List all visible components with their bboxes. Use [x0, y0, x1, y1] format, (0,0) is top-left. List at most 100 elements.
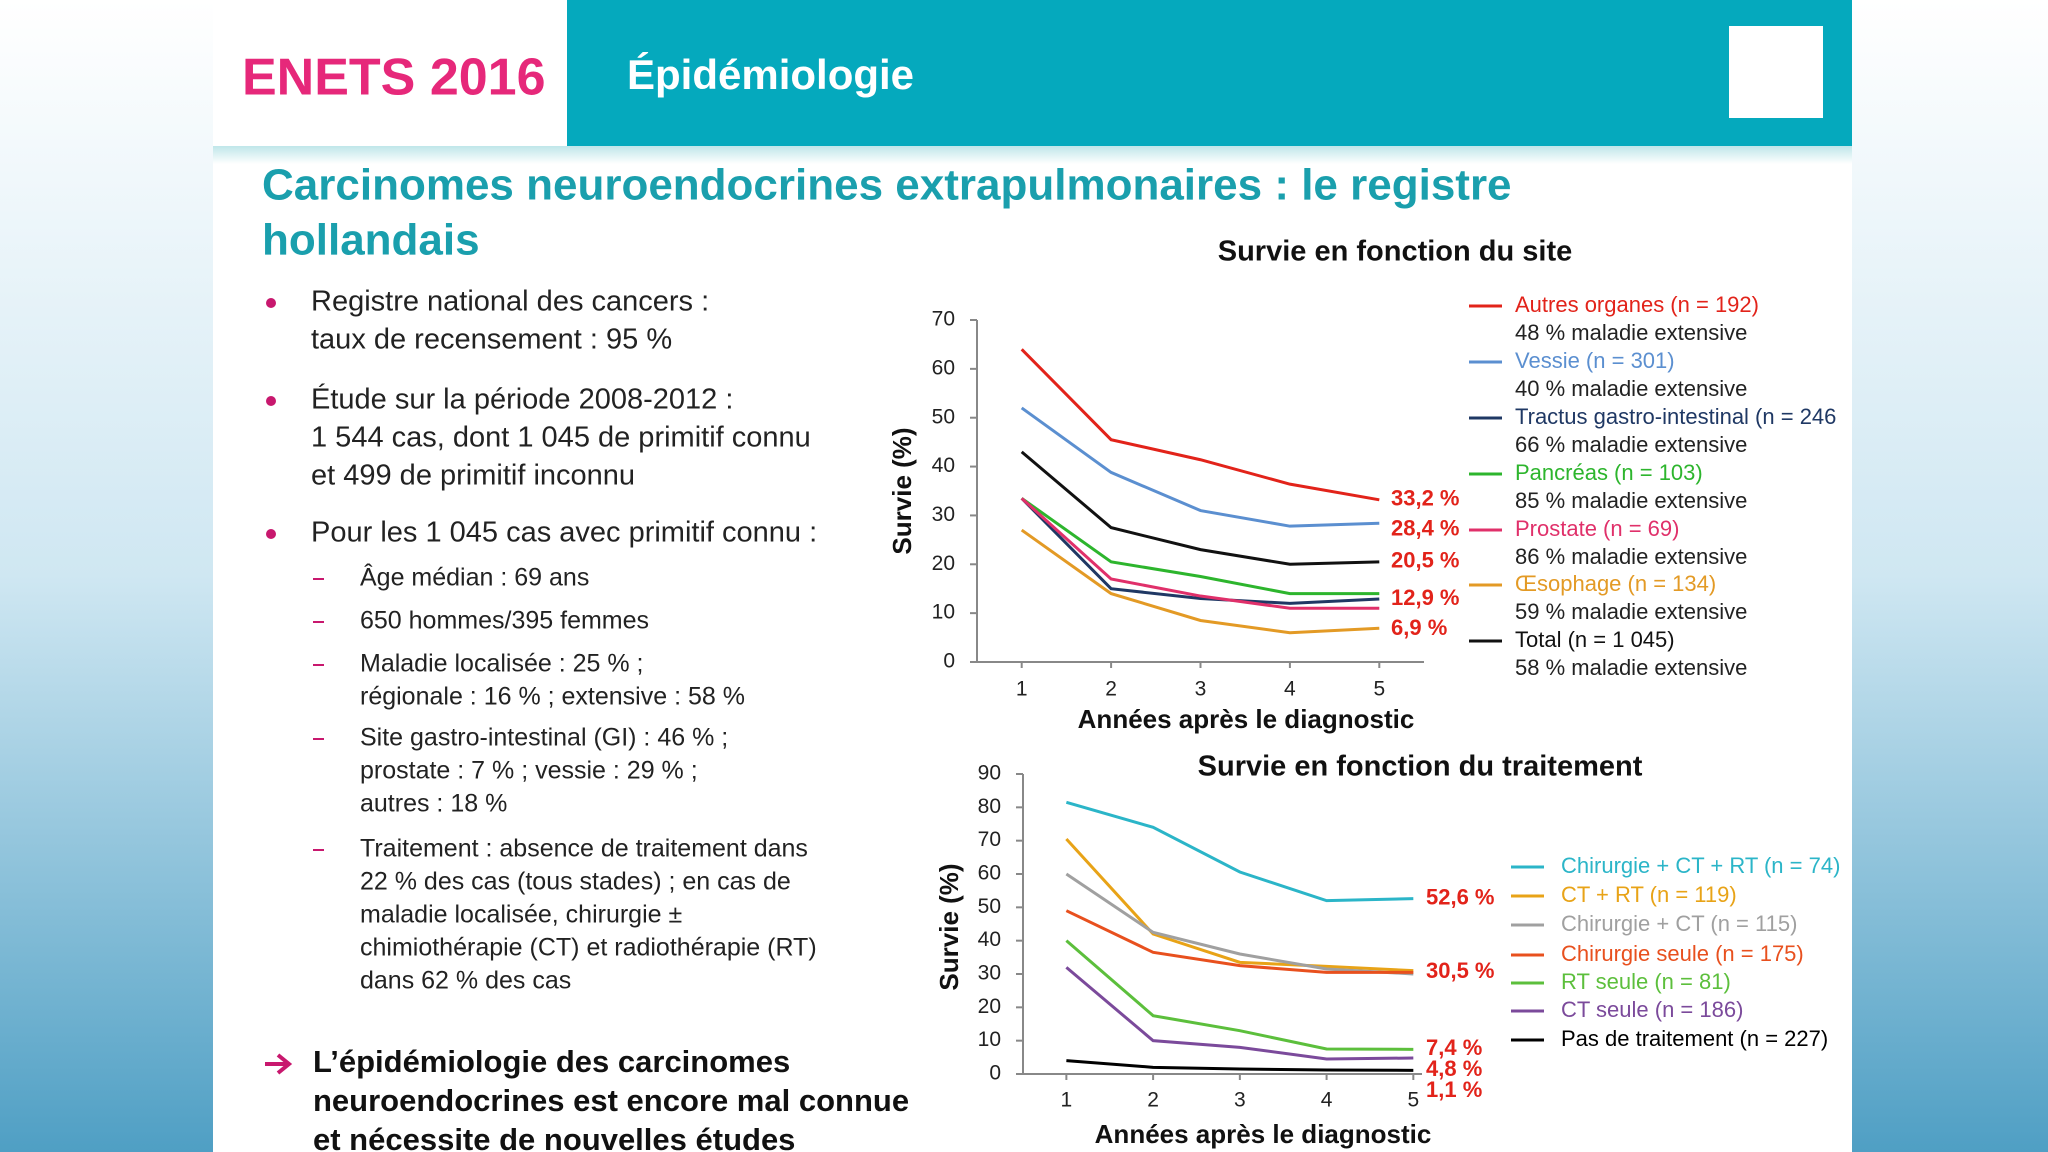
- series-line: [1020, 450, 1380, 566]
- bullet-dot: [266, 529, 276, 539]
- sub-bullet-text: Site gastro-intestinal (GI) : 46 % ;: [360, 724, 728, 752]
- value-label: 1,1 %: [1426, 1077, 1482, 1102]
- legend-label: Tractus gastro-intestinal (n = 246: [1515, 404, 1836, 429]
- y-axis-label: Survie (%): [934, 863, 964, 990]
- conclusion-text: neuroendocrines est encore mal connue: [313, 1083, 909, 1118]
- y-tick-label: 70: [932, 308, 955, 331]
- legend-label: Pas de traitement (n = 227): [1561, 1026, 1828, 1051]
- bullet-dot: [266, 396, 276, 406]
- series-line: [1065, 909, 1414, 974]
- legend-detail: 85 % maladie extensive: [1515, 488, 1747, 513]
- value-label: 7,4 %: [1426, 1035, 1482, 1060]
- conclusion-text: et nécessite de nouvelles études: [313, 1122, 795, 1152]
- sub-bullet-text: 22 % des cas (tous stades) ; en cas de: [360, 868, 791, 896]
- arrow-icon: [265, 1053, 293, 1075]
- legend-label: Chirurgie + CT + RT (n = 74): [1561, 853, 1840, 878]
- x-tick-label: 4: [1321, 1089, 1333, 1112]
- value-label: 52,6 %: [1426, 884, 1495, 909]
- sub-bullet-text: prostate : 7 % ; vessie : 29 % ;: [360, 757, 698, 785]
- series-line: [1065, 837, 1414, 973]
- chart-title: Survie en fonction du traitement: [1198, 751, 1643, 783]
- series-line: [1065, 872, 1414, 976]
- sub-bullet-text: Maladie localisée : 25 % ;: [360, 650, 643, 678]
- brand: ENETS 2016: [242, 49, 546, 107]
- bullet-text: 1 544 cas, dont 1 045 de primitif connu: [311, 422, 811, 454]
- legend-label: Vessie (n = 301): [1515, 348, 1675, 373]
- bullet-text: et 499 de primitif inconnu: [311, 460, 635, 492]
- sub-bullet-text: 650 hommes/395 femmes: [360, 607, 649, 635]
- series-line: [1065, 800, 1414, 903]
- value-label: 33,2 %: [1391, 486, 1460, 511]
- legend-detail: 58 % maladie extensive: [1515, 655, 1747, 680]
- legend-label: CT + RT (n = 119): [1561, 882, 1737, 907]
- bullet-dot: [266, 298, 276, 308]
- y-tick-label: 40: [978, 928, 1001, 951]
- legend-detail: 59 % maladie extensive: [1515, 599, 1747, 624]
- bullet-text: Registre national des cancers :: [311, 286, 709, 318]
- x-tick-label: 1: [1061, 1089, 1073, 1112]
- value-label: 6,9 %: [1391, 615, 1447, 640]
- legend-label: Total (n = 1 045): [1515, 627, 1675, 652]
- logo-box: [1729, 26, 1823, 118]
- legend-label: Œsophage (n = 134): [1515, 571, 1716, 596]
- x-tick-label: 3: [1195, 678, 1207, 701]
- y-tick-label: 30: [932, 503, 955, 526]
- value-label: 12,9 %: [1391, 585, 1460, 610]
- series-line: [1065, 939, 1414, 1051]
- y-tick-label: 50: [978, 895, 1001, 918]
- y-tick-label: 20: [978, 995, 1001, 1018]
- value-label: 4,8 %: [1426, 1056, 1482, 1081]
- x-axis-label: Années après le diagnostic: [1095, 1119, 1432, 1149]
- legend-label: Chirurgie + CT (n = 115): [1561, 911, 1797, 936]
- sub-bullet-text: maladie localisée, chirurgie ±: [360, 901, 682, 929]
- y-tick-label: 20: [932, 552, 955, 575]
- x-tick-label: 1: [1016, 678, 1028, 701]
- slide-title: hollandais: [262, 216, 480, 265]
- slide: [213, 0, 1852, 1152]
- sub-bullet-text: chimiothérapie (CT) et radiothérapie (RT…: [360, 934, 817, 962]
- y-tick-label: 10: [932, 601, 955, 624]
- y-tick-label: 0: [943, 650, 955, 673]
- conclusion-text: L’épidémiologie des carcinomes: [313, 1044, 790, 1079]
- x-tick-label: 3: [1234, 1089, 1246, 1112]
- series-line: [1020, 497, 1380, 610]
- x-tick-label: 5: [1407, 1089, 1419, 1112]
- legend-detail: 40 % maladie extensive: [1515, 376, 1747, 401]
- y-tick-label: 60: [932, 356, 955, 379]
- sub-bullet-text: Âge médian : 69 ans: [360, 563, 589, 592]
- value-label: 30,5 %: [1426, 958, 1495, 983]
- x-tick-label: 2: [1105, 678, 1117, 701]
- y-tick-label: 40: [932, 454, 955, 477]
- legend-label: Chirurgie seule (n = 175): [1561, 941, 1804, 966]
- x-tick-label: 2: [1147, 1089, 1159, 1112]
- y-tick-label: 0: [989, 1062, 1001, 1085]
- series-line: [1066, 1059, 1414, 1072]
- legend-detail: 48 % maladie extensive: [1515, 320, 1747, 345]
- value-label: 28,4 %: [1391, 516, 1460, 541]
- bullet-text: Étude sur la période 2008-2012 :: [311, 383, 733, 416]
- series-line: [1020, 497, 1380, 596]
- legend-detail: 86 % maladie extensive: [1515, 544, 1747, 569]
- section-title: Épidémiologie: [627, 51, 914, 98]
- y-tick-label: 30: [978, 962, 1001, 985]
- header-bar: [567, 0, 1852, 146]
- legend-label: Autres organes (n = 192): [1515, 292, 1759, 317]
- sub-bullet-text: dans 62 % des cas: [360, 967, 571, 995]
- series-line: [1020, 406, 1380, 528]
- x-tick-label: 5: [1373, 678, 1385, 701]
- y-axis-label: Survie (%): [887, 427, 917, 554]
- x-tick-label: 4: [1284, 678, 1296, 701]
- legend-label: Prostate (n = 69): [1515, 516, 1679, 541]
- y-tick-label: 60: [978, 862, 1001, 885]
- sub-bullet-text: autres : 18 %: [360, 790, 507, 818]
- legend-label: Pancréas (n = 103): [1515, 460, 1703, 485]
- y-tick-label: 90: [978, 762, 1001, 785]
- bullet-text: Pour les 1 045 cas avec primitif connu :: [311, 517, 817, 549]
- header-strip: [213, 146, 1852, 164]
- y-tick-label: 50: [932, 405, 955, 428]
- legend-label: RT seule (n = 81): [1561, 969, 1731, 994]
- bullet-text: taux de recensement : 95 %: [311, 324, 672, 356]
- sub-bullet-text: régionale : 16 % ; extensive : 58 %: [360, 683, 745, 711]
